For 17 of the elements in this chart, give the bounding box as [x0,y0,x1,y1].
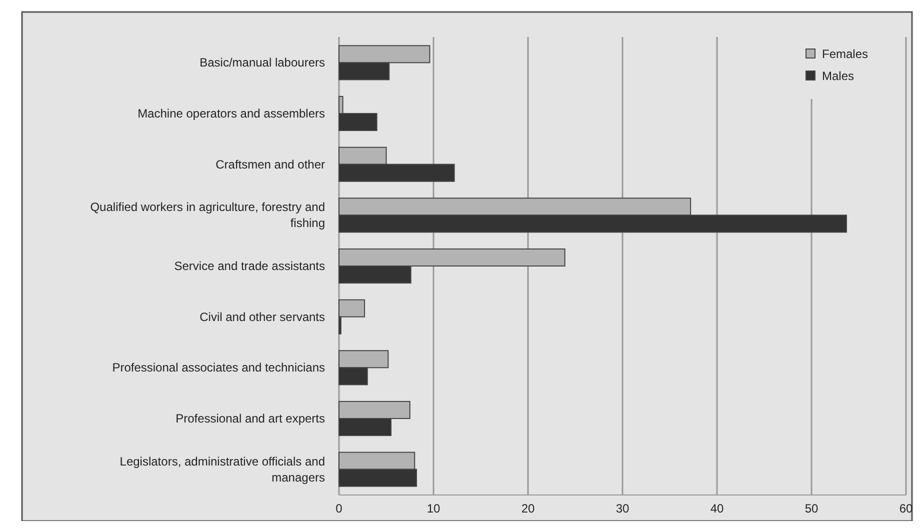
x-tick-label: 10 [426,502,440,516]
legend-label: Males [822,69,854,83]
y-tick-label: Craftsmen and other [216,157,325,172]
y-tick-label: Professional and art experts [176,411,325,426]
x-tick-label: 0 [336,502,343,516]
y-tick-label: Legislators, administrative officials and managers [120,454,325,484]
y-tick-label: Basic/manual labourers [200,56,325,70]
x-tick-label: 50 [804,502,818,516]
x-tick-label: 20 [521,502,535,516]
legend-label: Females [822,47,868,61]
x-tick-label: 40 [710,502,724,516]
y-tick-label: Service and trade assistants [174,259,325,273]
y-tick-label: Qualified workers in agriculture, forestry and fishing [90,200,325,230]
y-tick-label: Civil and other servants [200,310,325,324]
y-tick-label: Professional associates and technicians [112,360,325,375]
y-tick-label: Machine operators and assemblers [138,106,325,121]
x-tick-label: 30 [616,502,630,516]
